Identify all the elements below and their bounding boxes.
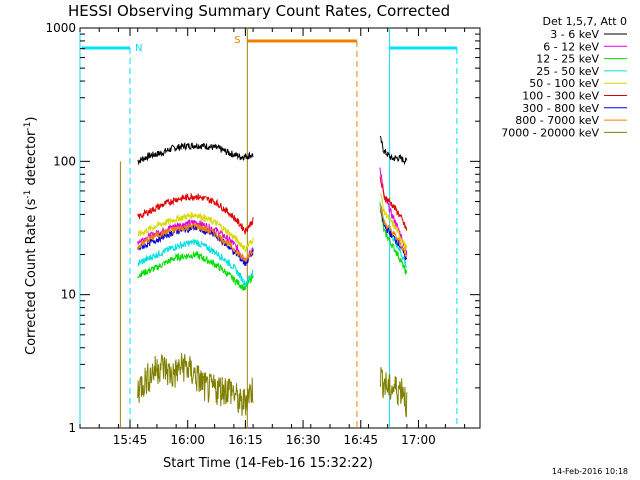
legend-label: 800 - 7000 keV <box>515 114 599 127</box>
chart-title: HESSI Observing Summary Count Rates, Cor… <box>68 2 450 20</box>
footer-date: 14-Feb-2016 10:18 <box>552 467 628 476</box>
series-line-7 <box>379 203 408 258</box>
y-tick-label: 1 <box>68 421 76 435</box>
series-line-4 <box>379 193 408 251</box>
series-line-8 <box>379 367 408 418</box>
legend-label: 7000 - 20000 keV <box>501 126 599 139</box>
y-axis-label-mid: detector <box>24 130 39 190</box>
x-tick-label: 15:45 <box>113 433 148 447</box>
series-line-5 <box>379 176 408 231</box>
series-line-0 <box>137 142 254 166</box>
legend-label: 3 - 6 keV <box>550 28 599 41</box>
legend-label: 100 - 300 keV <box>522 90 599 103</box>
x-tick-label: 16:00 <box>170 433 205 447</box>
series-line-3 <box>137 238 254 288</box>
y-axis-label-sup1: -1 <box>23 190 33 199</box>
x-tick-label: 17:00 <box>401 433 436 447</box>
y-tick-label: 100 <box>53 154 76 168</box>
y-axis-label-sup2: -1 <box>23 122 33 131</box>
saa-label: S <box>234 35 240 46</box>
legend-label: 6 - 12 keV <box>543 40 599 53</box>
night-label: N <box>135 43 142 54</box>
legend-label: 300 - 800 keV <box>522 102 599 115</box>
x-tick-label: 16:15 <box>228 433 263 447</box>
y-axis-label-end: ) <box>24 117 39 122</box>
axis-layer: 15:45 16:00 16:15 16:30 16:45 17:00 1 10 100 1000 <box>45 21 480 447</box>
y-tick-label: 1000 <box>45 21 76 35</box>
annotation-layer: NS <box>79 28 458 428</box>
y-tick-label: 10 <box>61 288 76 302</box>
series-line-5 <box>137 192 254 235</box>
legend-label: 25 - 50 keV <box>536 65 599 78</box>
series-line-2 <box>379 210 408 275</box>
legend-title: Det 1,5,7, Att 0 <box>543 15 627 28</box>
legend-label: 50 - 100 keV <box>529 77 599 90</box>
series-line-4 <box>137 211 254 253</box>
plot-border <box>79 27 481 429</box>
series-line-7 <box>137 222 254 262</box>
series-line-8 <box>137 353 254 416</box>
series-line-2 <box>137 250 254 291</box>
series-line-0 <box>379 135 408 166</box>
x-axis-label: Start Time (14-Feb-16 15:32:22) <box>163 456 373 471</box>
x-tick-label: 16:30 <box>286 433 321 447</box>
y-axis-label-main: Corrected Count Rate (s <box>24 198 39 355</box>
series-line-1 <box>137 218 254 265</box>
y-axis-label: Corrected Count Rate (s-1 detector-1) <box>23 117 39 355</box>
plot-frame <box>79 27 481 429</box>
x-tick-label: 16:45 <box>343 433 378 447</box>
legend-label: 12 - 25 keV <box>536 53 599 66</box>
series-layer <box>137 135 408 418</box>
